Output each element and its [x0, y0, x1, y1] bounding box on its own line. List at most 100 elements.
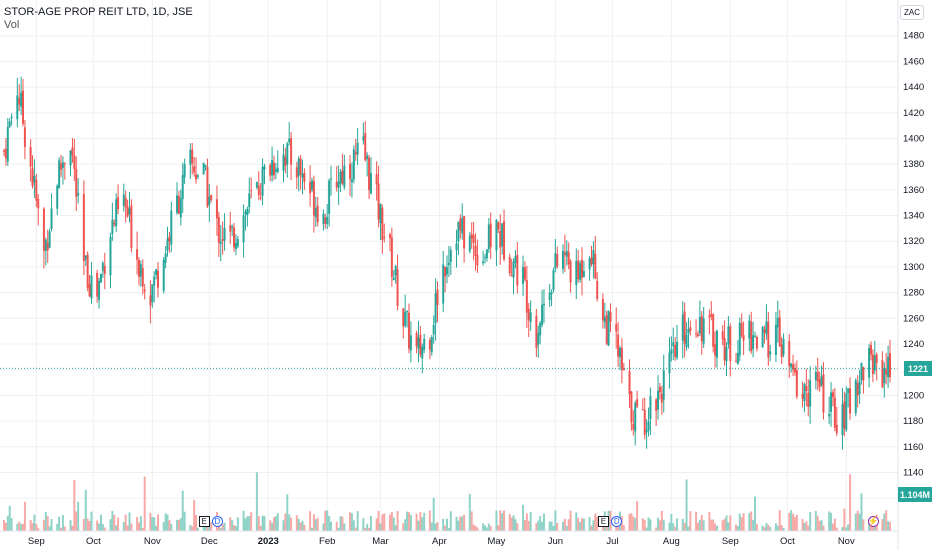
- symbol-title[interactable]: STOR-AGE PROP REIT LTD, 1D, JSE: [4, 6, 193, 18]
- x-tick-label: May: [487, 536, 505, 547]
- candle-body: [873, 355, 876, 371]
- dividend-marker[interactable]: D: [611, 516, 623, 527]
- candle-body: [567, 251, 570, 265]
- volume-bar: [501, 513, 504, 531]
- volume-bar: [383, 513, 386, 531]
- candle-body: [396, 269, 399, 306]
- candle-body: [314, 207, 317, 218]
- volume-bar: [727, 522, 730, 531]
- volume-bar: [847, 524, 850, 531]
- volume-bar: [69, 520, 72, 531]
- x-tick-label: Nov: [144, 536, 161, 547]
- candle-body: [885, 369, 888, 376]
- candle-body: [736, 352, 739, 364]
- candle-body: [889, 353, 891, 378]
- volume-bar: [714, 523, 717, 531]
- volume-bar: [873, 524, 876, 531]
- currency-selector[interactable]: ZAC: [900, 5, 924, 20]
- earnings-marker[interactable]: E: [597, 516, 609, 527]
- volume-bar: [326, 510, 329, 531]
- earnings-marker[interactable]: E: [198, 516, 210, 527]
- candle-body: [113, 222, 116, 225]
- volume-bar: [113, 514, 116, 531]
- candle-body: [354, 152, 357, 155]
- volume-legend[interactable]: Vol: [4, 19, 20, 31]
- volume-bar: [725, 515, 728, 531]
- volume-bar: [16, 523, 19, 531]
- candle-body: [712, 314, 715, 347]
- candle-body: [588, 258, 591, 270]
- volume-bar: [514, 519, 517, 531]
- volume-bar: [729, 515, 732, 531]
- volume-bar: [801, 518, 804, 531]
- candle-body: [309, 182, 312, 194]
- candle-body: [468, 235, 471, 252]
- volume-bar: [489, 525, 492, 531]
- volume-bar: [324, 510, 327, 531]
- candle-body: [352, 149, 355, 180]
- candle-body: [168, 236, 171, 242]
- volume-bar: [752, 519, 755, 531]
- candle-body: [22, 90, 25, 124]
- candle-body: [579, 263, 582, 281]
- candle-body: [86, 254, 89, 288]
- candle-body: [702, 318, 705, 344]
- split-marker-icon[interactable]: ⚡: [867, 516, 879, 527]
- candle-body: [151, 284, 154, 303]
- volume-bar: [668, 522, 671, 531]
- dividend-marker[interactable]: D: [211, 516, 223, 527]
- candle-body: [58, 160, 61, 189]
- candle-body: [887, 356, 890, 378]
- x-tick-label: 2023: [258, 536, 279, 547]
- candle-body: [696, 334, 699, 336]
- volume-bar: [339, 516, 342, 531]
- volume-bar: [46, 516, 49, 531]
- candle-body: [326, 216, 329, 224]
- x-tick-label: Oct: [86, 536, 101, 547]
- volume-bar: [349, 512, 352, 531]
- volume-bar: [862, 519, 865, 531]
- candle-body: [143, 289, 146, 292]
- candle-body: [29, 146, 32, 167]
- volume-bar: [162, 522, 165, 531]
- volume-bar: [312, 514, 315, 531]
- candle-body: [368, 157, 371, 190]
- candle-body: [3, 150, 5, 152]
- volume-bar: [233, 525, 236, 531]
- volume-bar: [695, 511, 698, 531]
- volume-bar: [368, 527, 371, 531]
- x-tick-label: Oct: [780, 536, 795, 547]
- candle-body: [590, 257, 593, 265]
- volume-bar: [561, 521, 564, 531]
- candle-body: [761, 326, 764, 348]
- candle-body: [303, 172, 306, 182]
- volume-bar: [419, 511, 422, 531]
- volume-bar: [535, 523, 538, 531]
- volume-bar: [468, 493, 471, 531]
- volume-bar: [48, 526, 51, 531]
- candle-body: [204, 165, 207, 167]
- candle-body: [63, 163, 66, 165]
- volume-bar: [676, 518, 679, 531]
- volume-bar: [712, 519, 715, 531]
- candle-body: [818, 379, 821, 388]
- candle-body: [215, 199, 218, 219]
- candle-body: [88, 284, 91, 297]
- volume-bar: [195, 514, 198, 531]
- candle-body: [447, 262, 450, 266]
- volume-bar: [776, 525, 779, 531]
- volume-bar: [82, 518, 85, 531]
- candle-body: [61, 162, 64, 168]
- volume-bar: [831, 523, 834, 531]
- candle-body: [563, 252, 566, 256]
- candle-body: [196, 175, 199, 177]
- volume-bar: [582, 518, 585, 531]
- candle-body: [658, 386, 661, 393]
- candle-body: [179, 198, 182, 218]
- candle-body: [335, 181, 338, 188]
- candle-body: [725, 347, 728, 362]
- volume-bar: [721, 520, 724, 531]
- candle-body: [854, 380, 857, 414]
- x-tick-label: Sep: [28, 536, 45, 547]
